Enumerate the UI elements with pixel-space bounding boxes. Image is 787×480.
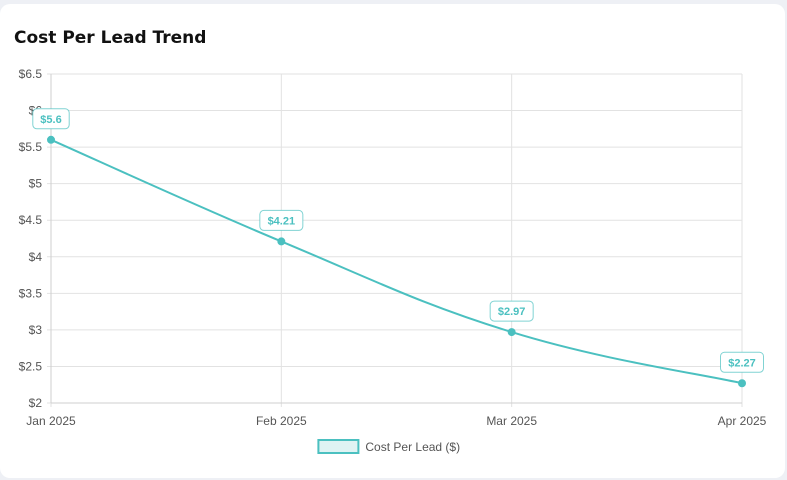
data-label: $4.21 — [268, 215, 296, 227]
legend-swatch[interactable] — [317, 439, 360, 454]
y-tick-label: $3 — [29, 323, 43, 337]
y-tick-label: $3.5 — [19, 286, 43, 300]
y-tick-label: $5 — [29, 177, 43, 191]
y-tick-label: $6.5 — [19, 67, 43, 81]
y-tick-label: $4 — [29, 250, 43, 264]
x-tick-label: Mar 2025 — [486, 414, 537, 428]
y-tick-label: $4.5 — [19, 213, 43, 227]
chart-title: Cost Per Lead Trend — [14, 28, 207, 48]
data-label-box — [489, 300, 534, 322]
data-label-box — [32, 108, 70, 130]
data-point[interactable] — [47, 135, 55, 144]
y-tick-label: $2.5 — [19, 359, 43, 373]
y-tick-label: $5.5 — [19, 140, 43, 154]
series-line-cost-per-lead — [50, 138, 743, 385]
data-label-box — [259, 209, 304, 231]
x-tick-label: Apr 2025 — [718, 414, 767, 428]
data-label: $2.27 — [728, 357, 756, 369]
legend-label[interactable]: Cost Per Lead ($) — [365, 440, 460, 454]
data-label: $2.97 — [498, 306, 526, 318]
y-tick-label: $2 — [29, 396, 43, 410]
data-label-box — [720, 351, 764, 373]
data-point[interactable] — [277, 237, 286, 246]
data-label: $5.6 — [40, 114, 61, 126]
x-tick-label: Feb 2025 — [256, 414, 307, 428]
chart-card: Cost Per Lead Trend — [0, 4, 785, 478]
data-point[interactable] — [738, 379, 746, 388]
data-point[interactable] — [507, 328, 516, 337]
x-tick-label: Jan 2025 — [26, 414, 76, 428]
